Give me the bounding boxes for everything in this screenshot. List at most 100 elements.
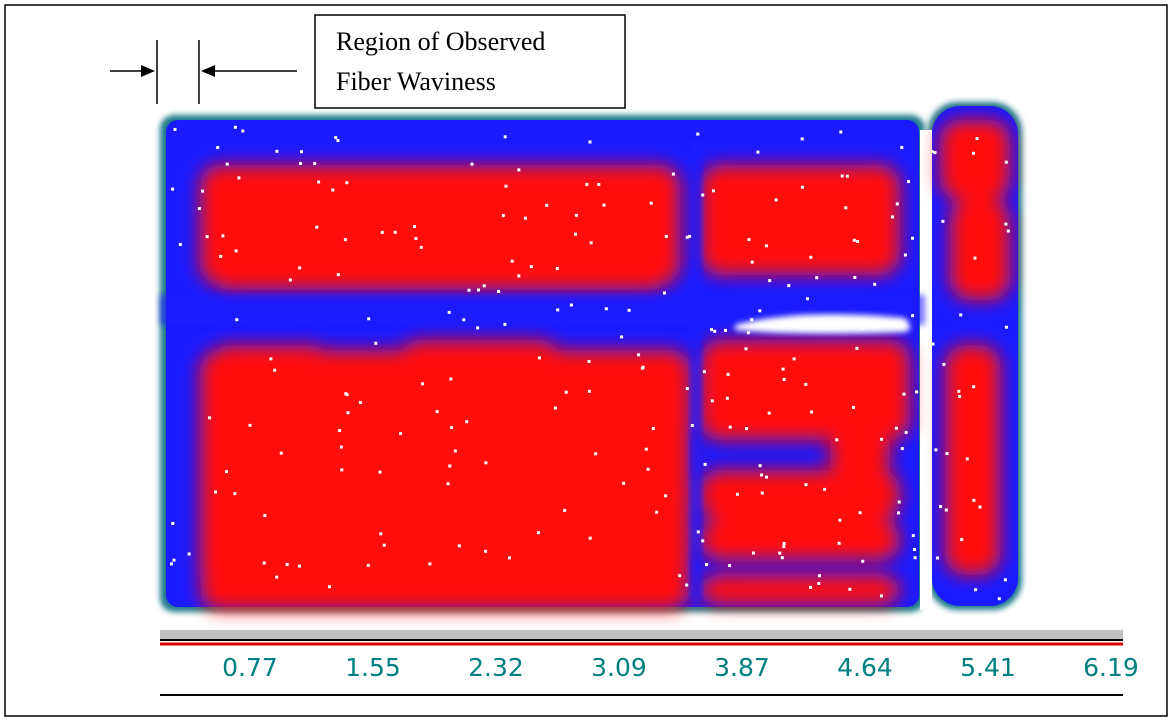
speckle <box>644 447 648 451</box>
speckle <box>457 544 461 548</box>
speckle <box>299 162 302 165</box>
speckle <box>338 429 342 432</box>
speckle <box>890 215 894 219</box>
speckle <box>960 538 964 542</box>
speckle <box>421 382 424 386</box>
speckle <box>275 575 279 579</box>
speckle <box>587 389 591 393</box>
speckle <box>171 522 175 525</box>
speckle <box>839 130 843 134</box>
annotation-text: Fiber Waviness <box>336 67 496 96</box>
arrow-head <box>201 65 215 77</box>
speckle <box>419 245 423 249</box>
speckle <box>779 325 783 329</box>
speckle <box>728 425 732 429</box>
speckle <box>965 457 969 461</box>
annotation-text: Region of Observed <box>336 27 545 56</box>
speckle <box>800 185 804 189</box>
speckle <box>585 182 589 186</box>
speckle <box>517 274 521 278</box>
speckle <box>587 360 591 363</box>
speckle <box>564 390 568 394</box>
speckle <box>895 202 899 206</box>
speckle <box>744 347 748 351</box>
speckle <box>958 395 962 398</box>
speckle <box>555 267 559 270</box>
speckle <box>298 564 301 568</box>
speckle <box>781 367 785 371</box>
speckle <box>517 168 521 172</box>
speckle <box>925 515 928 519</box>
speckle <box>701 539 705 543</box>
speckle <box>627 308 631 312</box>
speckle <box>344 392 348 396</box>
speckle <box>263 514 267 518</box>
speckle <box>838 518 842 522</box>
speckle <box>399 432 403 436</box>
speckle <box>340 468 344 472</box>
speckle <box>589 241 593 245</box>
speckle <box>861 559 865 563</box>
speckle <box>298 266 302 270</box>
speckle <box>703 462 707 466</box>
speckle <box>655 510 659 514</box>
speckle <box>497 290 500 293</box>
speckle <box>1004 222 1008 226</box>
speckle <box>856 240 860 243</box>
speckle <box>782 545 786 549</box>
speckle <box>768 279 772 283</box>
speckle <box>978 505 982 509</box>
speckle <box>241 129 245 133</box>
speckle <box>328 585 331 589</box>
speckle <box>823 487 827 491</box>
speckle <box>503 135 507 139</box>
speckle <box>931 342 935 346</box>
speckle <box>554 406 557 410</box>
speckle <box>705 563 708 566</box>
speckle <box>556 308 560 312</box>
speckle <box>563 508 567 512</box>
speckle <box>835 438 839 442</box>
speckle <box>462 318 466 322</box>
speckle <box>300 150 303 154</box>
speckle <box>313 162 317 166</box>
speckle <box>934 448 938 452</box>
speckle <box>957 389 961 393</box>
speckle <box>710 399 714 403</box>
speckle <box>900 146 904 150</box>
speckle <box>880 594 883 598</box>
speckle <box>760 491 764 495</box>
arrow-head <box>141 65 155 77</box>
speckle <box>237 176 241 180</box>
speckle <box>651 427 655 430</box>
speckle <box>504 184 508 188</box>
speckle <box>945 452 949 455</box>
scan-blob <box>700 165 900 275</box>
speckle <box>382 543 386 547</box>
speckle <box>696 132 700 136</box>
speckle <box>710 328 713 332</box>
speckle <box>897 500 901 504</box>
speckle <box>467 288 471 292</box>
speckle <box>840 174 844 178</box>
speckle <box>975 137 979 140</box>
speckle <box>852 238 856 242</box>
scan-blob <box>400 340 560 610</box>
speckle <box>758 464 762 468</box>
speckle <box>529 265 533 269</box>
speckle <box>913 548 916 551</box>
speckle <box>604 307 608 311</box>
speckle <box>597 183 601 186</box>
speckle <box>225 470 228 474</box>
speckle <box>588 536 592 540</box>
speckle <box>904 430 908 434</box>
scan-blob <box>830 340 890 480</box>
speckle <box>285 562 289 566</box>
speckle <box>172 558 176 562</box>
speckle <box>942 362 946 366</box>
speckle <box>855 346 859 350</box>
speckle <box>216 146 220 150</box>
speckle <box>641 365 645 369</box>
speckle <box>378 470 382 474</box>
speckle <box>837 541 841 545</box>
